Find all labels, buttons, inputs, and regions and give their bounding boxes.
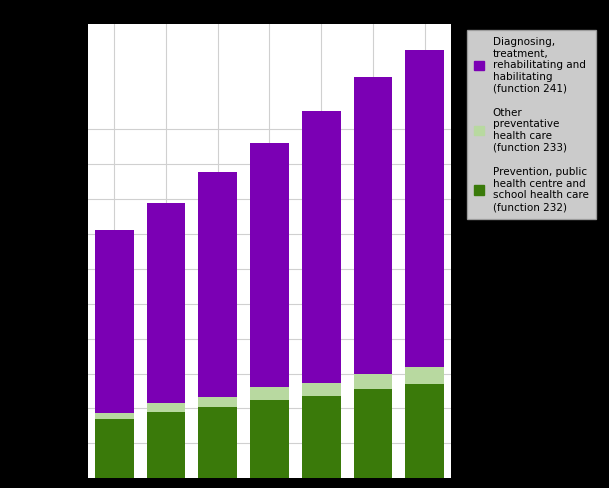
Bar [147, 412, 185, 478]
Bar [250, 386, 289, 400]
Bar [147, 203, 185, 403]
Bar [250, 400, 289, 478]
Bar [199, 172, 237, 397]
Bar [354, 77, 392, 374]
Bar [406, 50, 444, 367]
Bar [95, 419, 133, 478]
Legend: Diagnosing,
treatment,
rehabilitating and
habilitating
(function 241), Other
pre: Diagnosing, treatment, rehabilitating an… [466, 30, 596, 220]
Bar [302, 383, 340, 396]
Bar [406, 367, 444, 384]
Bar [147, 403, 185, 412]
Bar [250, 142, 289, 386]
Bar [354, 389, 392, 478]
Bar [199, 407, 237, 478]
Bar [302, 396, 340, 478]
Bar [95, 230, 133, 413]
Bar [302, 111, 340, 383]
Bar [354, 374, 392, 389]
Bar [406, 384, 444, 478]
Bar [199, 397, 237, 407]
Bar [95, 413, 133, 419]
